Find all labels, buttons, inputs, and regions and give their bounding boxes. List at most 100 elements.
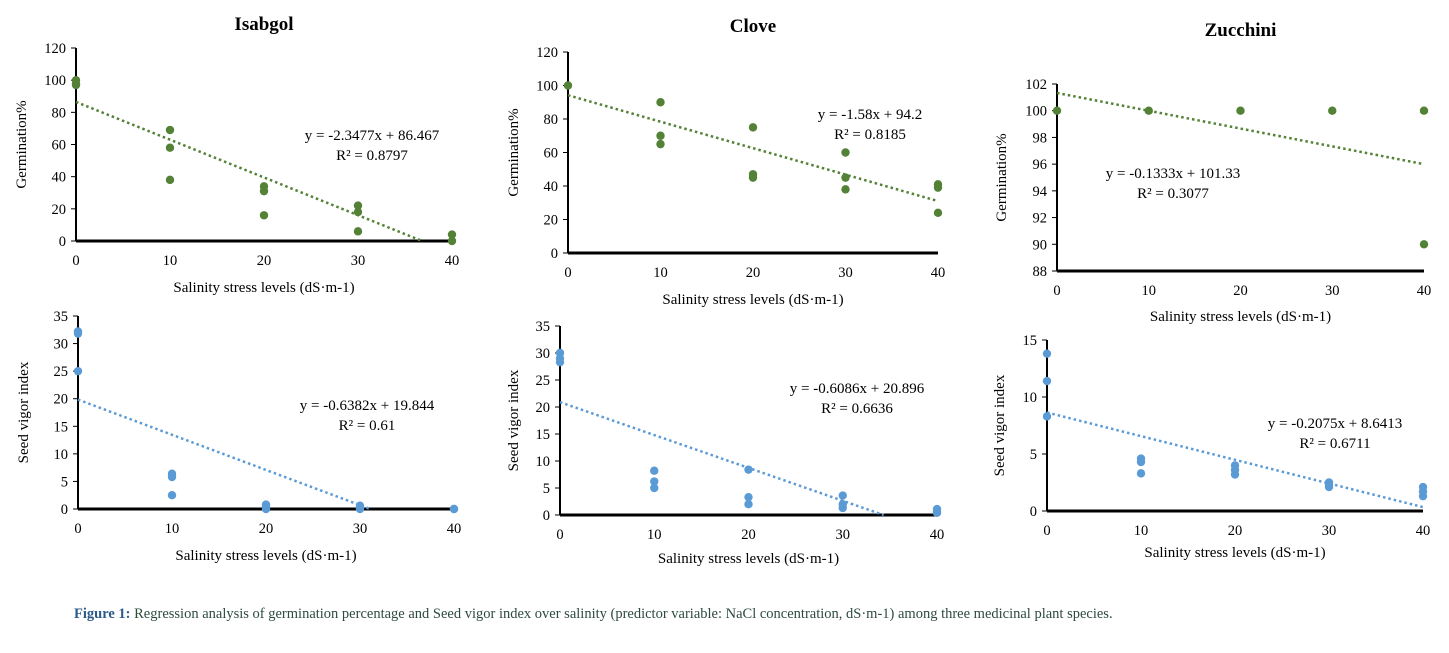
y-tick-label: 5 [61,474,68,490]
data-point [1042,376,1052,386]
y-tick-label: 120 [536,45,558,61]
x-tick-label: 30 [351,253,366,269]
data-point [1144,106,1153,115]
x-tick-label: 10 [1134,523,1149,539]
y-tick-label: 15 [536,427,551,443]
x-tick-label: 0 [556,527,563,543]
y-tick-label: 20 [544,213,559,229]
trendline-r2: R² = 0.8797 [336,148,408,164]
chart-panel-5: 0 5 10 15 20 25 30 35 0 10 20 30 40 Salinity stress l… [506,319,944,567]
y-tick-label: 10 [1023,390,1038,406]
x-tick-label: 0 [564,265,571,281]
x-axis-label: Salinity stress levels (dS·m-1) [658,551,839,567]
x-tick-label: 40 [445,253,460,269]
data-point [1419,106,1429,115]
x-tick-label: 40 [931,265,946,281]
chart-title: Isabgol [234,14,293,35]
data-point [650,477,659,486]
x-axis-label: Salinity stress levels (dS·m-1) [662,292,843,308]
y-tick-label: 10 [536,454,551,470]
y-axis-label: Seed vigor index [992,374,1008,476]
y-tick-label: 60 [544,146,559,162]
data-point [656,139,665,149]
data-point [563,81,573,90]
data-point [1042,412,1052,421]
data-point [650,466,659,475]
y-tick-label: 20 [536,400,551,416]
data-point [165,143,175,152]
y-axis-label: Germination% [994,133,1010,221]
x-tick-label: 20 [746,265,761,281]
data-point [932,508,942,518]
y-tick-label: 40 [52,170,67,186]
y-tick-label: 30 [536,346,551,362]
data-point [447,230,457,239]
y-tick-label: 25 [54,364,69,380]
data-point [1042,349,1052,358]
x-tick-label: 30 [353,521,368,537]
trendline-r2: R² = 0.61 [339,418,396,434]
x-tick-label: 10 [653,265,668,281]
y-tick-label: 0 [59,234,66,250]
trendline-equation: y = -1.58x + 94.2 [818,107,922,123]
y-tick-label: 102 [1025,77,1047,93]
y-tick-label: 100 [1025,104,1047,120]
data-point [748,123,758,132]
trendline [559,400,885,517]
y-tick-label: 5 [543,481,550,497]
y-tick-label: 80 [52,105,67,121]
data-point [650,483,659,493]
data-point [656,98,665,107]
trendline [77,398,371,511]
figure-caption: Figure 1: Regression analysis of germina… [74,606,1434,623]
caption-label: Figure 1: [74,606,131,622]
y-tick-label: 90 [1033,237,1048,253]
data-point [744,465,753,474]
trendline [75,100,423,243]
data-point [838,503,847,513]
data-point [841,148,850,157]
y-tick-label: 0 [1030,504,1037,520]
data-point [656,131,665,140]
data-point [449,504,459,514]
x-tick-label: 20 [257,253,272,269]
data-point [744,492,753,502]
y-tick-label: 20 [52,202,67,218]
x-tick-label: 40 [447,521,462,537]
chart-title: Clove [730,16,776,37]
x-tick-label: 40 [1416,523,1431,539]
trendline [1056,91,1425,166]
y-tick-label: 0 [543,508,550,524]
x-tick-label: 0 [74,521,81,537]
x-tick-label: 0 [1043,523,1050,539]
data-point [1418,491,1428,501]
trendline-r2: R² = 0.8185 [834,127,906,143]
y-axis-label: Seed vigor index [506,369,522,471]
data-point [259,211,269,220]
y-tick-label: 15 [1023,333,1038,349]
y-axis-label: Seed vigor index [16,361,32,463]
data-point [167,491,177,500]
data-point [165,125,175,135]
data-point [1136,469,1146,478]
data-point [748,173,758,182]
data-point [1136,457,1146,467]
y-tick-label: 30 [54,337,69,353]
trendline-r2: R² = 0.6636 [821,401,893,417]
data-point [1230,470,1240,479]
y-tick-label: 10 [54,447,69,463]
y-axis-label: Germination% [14,100,30,188]
chart-panel-4: 0 5 10 15 20 25 30 35 0 10 20 30 40 Salinity stress l… [16,309,461,564]
y-tick-label: 88 [1033,264,1048,280]
data-point [1236,106,1245,115]
trendline-equation: y = -0.1333x + 101.33 [1106,166,1240,182]
data-point [353,207,363,217]
chart-panel-2: Clove 0 20 40 60 80 100 120 0 10 20 30 40 Salinity st… [506,16,945,308]
data-point [447,236,457,246]
data-point [71,80,81,90]
caption-text: Regression analysis of germination perce… [134,606,1113,622]
x-tick-label: 30 [838,265,853,281]
y-tick-label: 15 [54,419,69,435]
trendline-r2: R² = 0.3077 [1137,186,1209,202]
